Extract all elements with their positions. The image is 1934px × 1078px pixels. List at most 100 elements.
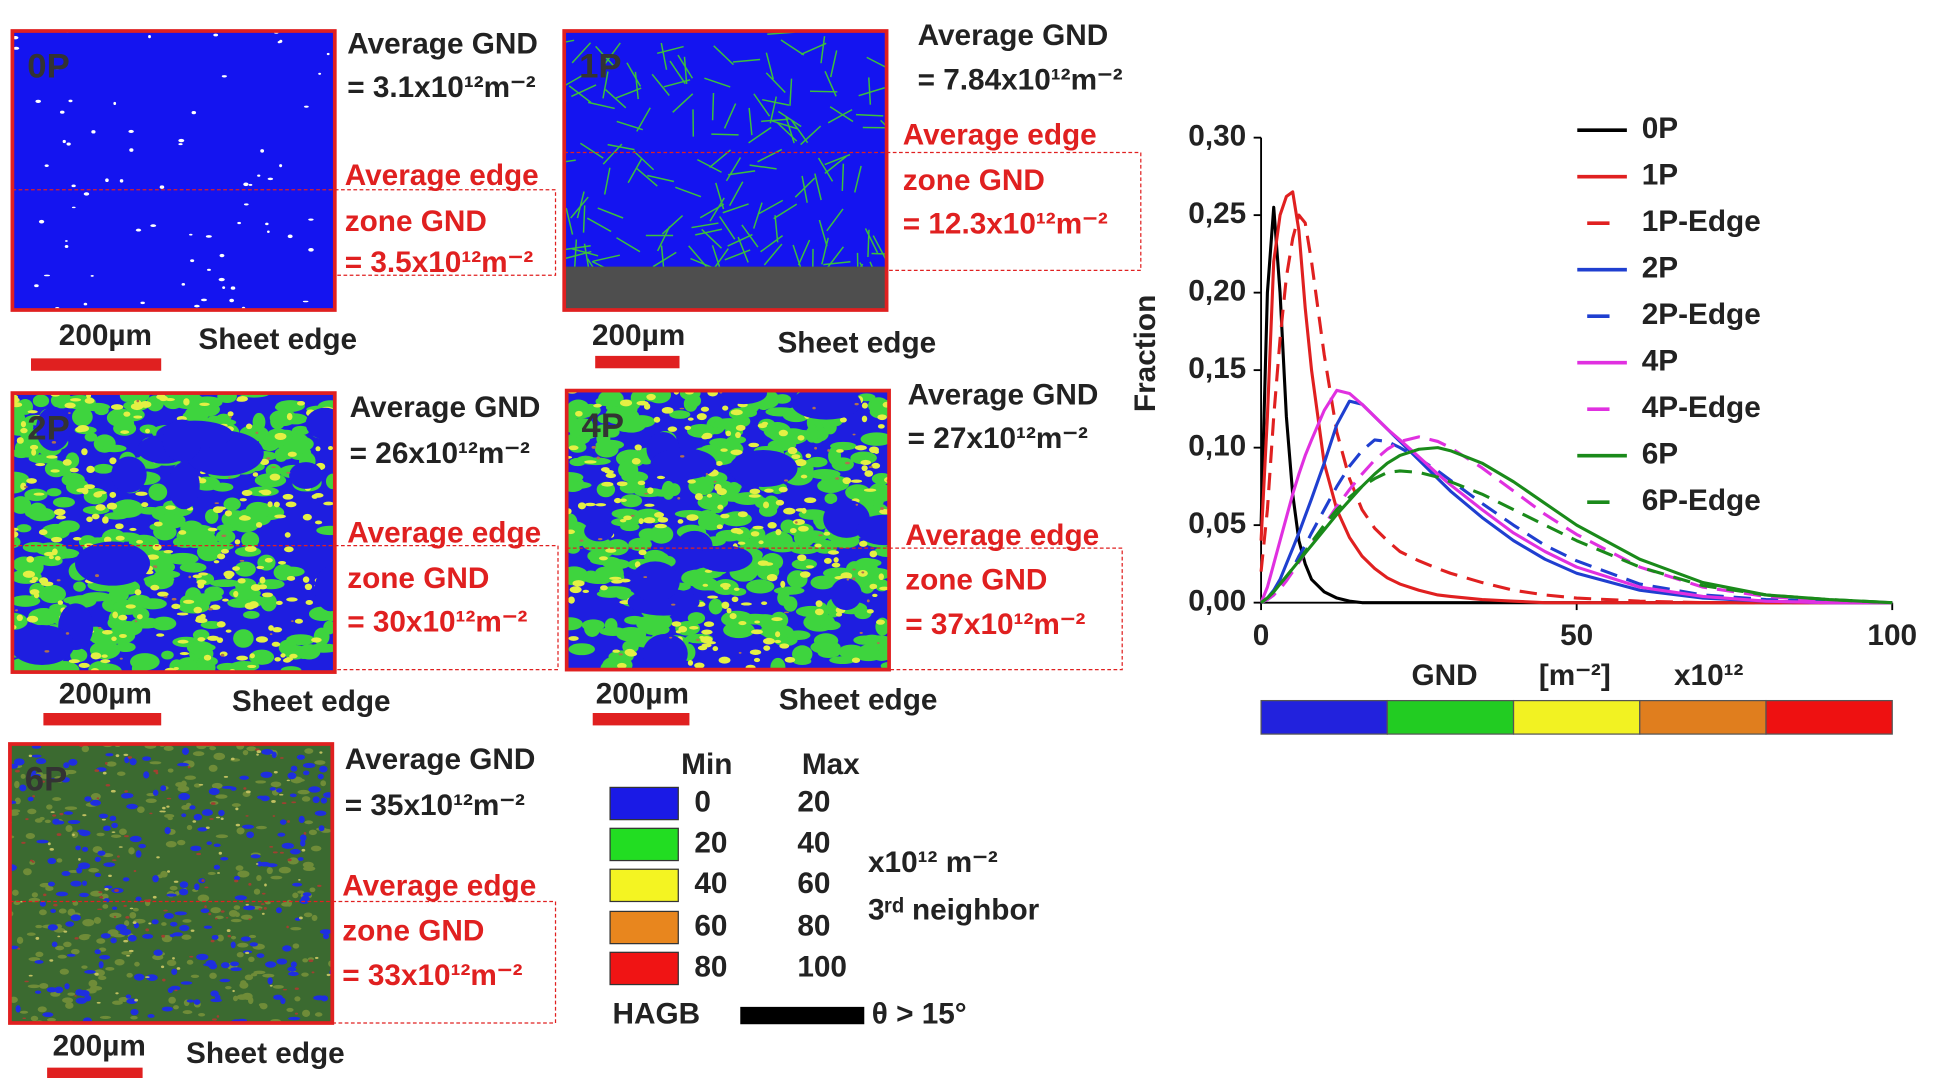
- map-speckle: [207, 871, 216, 876]
- grain-boundary: [713, 45, 734, 66]
- map-speckle: [65, 1002, 74, 1009]
- map-speckle: [138, 843, 147, 849]
- map-speckle: [28, 754, 33, 758]
- map-speckle: [287, 858, 292, 862]
- map-speckle: [861, 571, 865, 574]
- map-speckle: [771, 617, 783, 622]
- map-speckle: [34, 990, 42, 994]
- map-speckle: [280, 653, 286, 658]
- map-speckle: [189, 233, 193, 236]
- series-line: [1260, 399, 1893, 605]
- map-speckle: [31, 860, 35, 863]
- map-speckle: [249, 649, 275, 665]
- map-speckle: [274, 657, 281, 662]
- map-speckle: [221, 534, 227, 537]
- grain-boundary: [688, 245, 707, 268]
- grain-boundary: [732, 58, 761, 63]
- grain-boundary: [602, 71, 609, 99]
- map-speckle: [49, 848, 54, 851]
- average-gnd-title: Average GND: [908, 379, 1099, 412]
- map-speckle: [618, 460, 639, 479]
- map-speckle: [162, 806, 166, 810]
- map-speckle: [281, 802, 287, 805]
- grain-boundary: [633, 150, 655, 171]
- map-speckle: [815, 600, 823, 607]
- map-speckle: [301, 895, 310, 903]
- map-speckle: [327, 446, 334, 451]
- map-speckle: [190, 845, 202, 852]
- average-gnd-value: = 35x10¹²m⁻²: [345, 789, 525, 822]
- gnd-map: [9, 744, 333, 1024]
- map-speckle: [855, 503, 859, 506]
- map-speckle: [216, 637, 224, 643]
- map-speckle: [201, 809, 213, 816]
- map-speckle: [323, 792, 333, 798]
- map-speckle: [717, 504, 724, 510]
- map-speckle: [280, 997, 286, 1005]
- map-speckle: [126, 972, 133, 978]
- map-speckle: [638, 518, 644, 525]
- map-speckle: [255, 522, 263, 528]
- map-speckle: [600, 467, 610, 472]
- map-speckle: [73, 581, 86, 592]
- grain-boundary: [748, 126, 772, 144]
- figure-content: Fraction GND [m⁻²] x10¹² Min Max x10¹² m…: [8, 19, 1917, 1078]
- map-speckle: [687, 660, 694, 666]
- key-min: 0: [694, 785, 711, 818]
- grain-boundary: [737, 236, 749, 263]
- map-speckle: [730, 449, 743, 455]
- map-speckle: [72, 900, 79, 906]
- map-speckle: [214, 917, 218, 920]
- map-speckle: [642, 633, 688, 670]
- map-speckle: [27, 808, 37, 815]
- map-speckle: [726, 607, 732, 614]
- grain-boundary: [776, 121, 798, 142]
- map-speckle: [823, 531, 831, 536]
- map-speckle: [97, 908, 103, 911]
- map-speckle: [160, 965, 165, 969]
- map-speckle: [47, 881, 55, 887]
- map-speckle: [228, 476, 231, 479]
- map-speckle: [323, 620, 335, 635]
- map-speckle: [20, 900, 23, 903]
- map-speckle: [68, 99, 73, 103]
- map-speckle: [155, 771, 159, 775]
- colorbar-segment: [1639, 699, 1767, 735]
- map-speckle: [192, 574, 202, 579]
- key-swatch: [609, 951, 679, 986]
- map-speckle: [156, 633, 165, 637]
- map-speckle: [15, 1005, 21, 1013]
- map-speckle: [96, 832, 105, 837]
- map-speckle: [135, 896, 142, 902]
- map-speckle: [810, 575, 835, 590]
- map-speckle: [96, 1001, 101, 1004]
- map-speckle: [260, 771, 273, 778]
- map-speckle: [266, 863, 278, 868]
- map-speckle: [748, 442, 760, 448]
- map-speckle: [161, 1006, 173, 1012]
- map-speckle: [230, 941, 236, 949]
- map-speckle: [193, 999, 201, 1005]
- map-speckle: [129, 148, 134, 152]
- grain-boundary: [695, 228, 723, 236]
- map-speckle: [804, 497, 817, 504]
- map-speckle: [90, 274, 94, 277]
- map-speckle: [215, 794, 228, 799]
- map-speckle: [814, 543, 822, 548]
- map-speckle: [245, 423, 253, 430]
- map-frame: [10, 29, 337, 312]
- map-speckle: [192, 751, 205, 757]
- map-speckle: [835, 477, 840, 480]
- map-speckle: [162, 393, 184, 410]
- y-tick-label: 0,25: [1188, 197, 1246, 230]
- map-speckle: [164, 813, 175, 818]
- map-speckle: [19, 784, 27, 792]
- map-speckle: [265, 961, 277, 968]
- map-speckle: [656, 475, 666, 480]
- map-speckle: [16, 614, 23, 622]
- map-speckle: [267, 230, 270, 234]
- map-speckle: [262, 973, 275, 978]
- map-speckle: [795, 508, 807, 512]
- y-tick-label: 0,20: [1188, 274, 1246, 307]
- map-speckle: [286, 779, 290, 782]
